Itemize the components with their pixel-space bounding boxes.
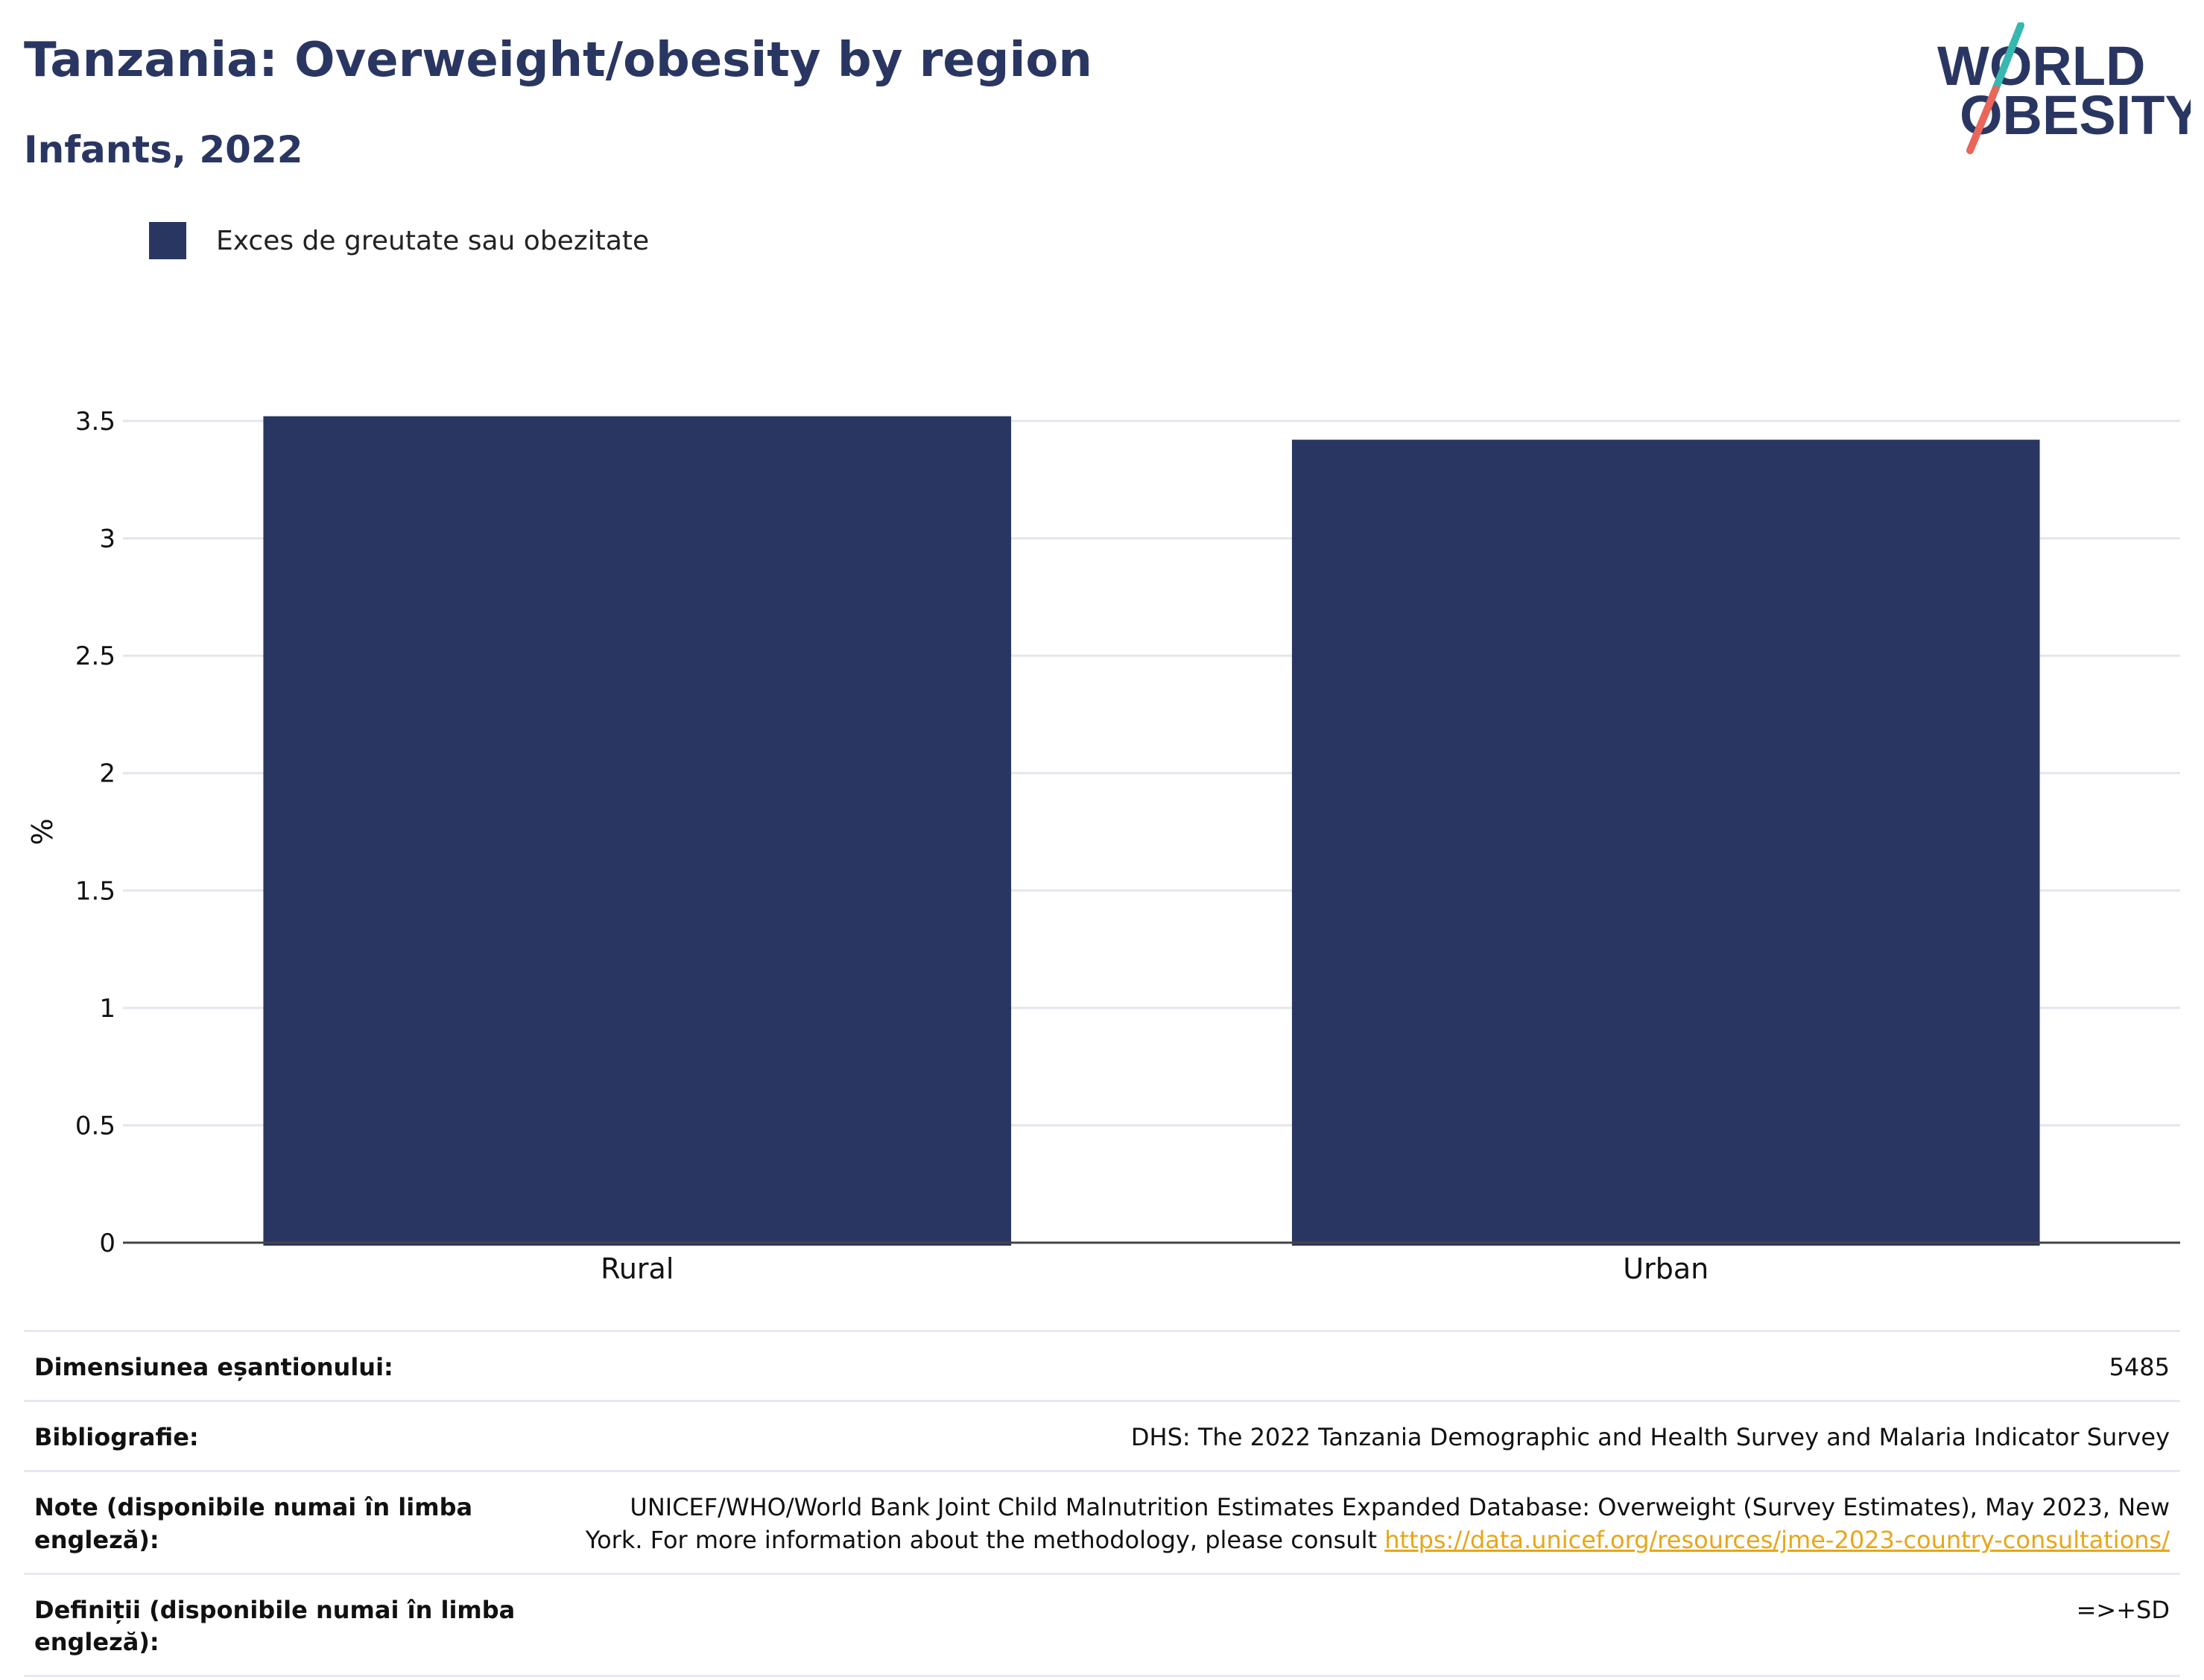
legend-swatch: [149, 222, 186, 259]
methodology-link[interactable]: https://data.unicef.org/resources/jme-20…: [1384, 1525, 2170, 1554]
y-tick-label: 2.5: [75, 641, 115, 671]
x-tick-label: Rural: [601, 1252, 674, 1285]
info-row-notes: Note (disponibile numai în limba engleză…: [24, 1470, 2180, 1574]
logo-slash-coral: [1966, 86, 1999, 154]
x-tick-label: Urban: [1623, 1252, 1709, 1285]
y-tick-label: 2: [99, 759, 115, 789]
info-row-definitions: Definiții (disponibile numai în limba en…: [24, 1572, 2180, 1678]
y-tick-label: 0: [99, 1229, 115, 1258]
logo-word-obesity: OBESITY: [1960, 84, 2191, 146]
y-tick-label: 1.5: [75, 876, 115, 906]
y-axis-label: %: [26, 818, 59, 845]
y-tick-label: 0.5: [75, 1111, 115, 1141]
logo-word-world: WORLD: [1937, 35, 2146, 97]
bar-urban: [1291, 440, 2040, 1246]
info-key: Definiții (disponibile numai în limba en…: [24, 1572, 566, 1678]
logo-slash-teal: [1992, 22, 2024, 93]
info-row-bibliography: Bibliografie: DHS: The 2022 Tanzania Dem…: [24, 1400, 2180, 1471]
bar-rural: [263, 416, 1012, 1246]
y-tick-label: 1: [99, 994, 115, 1024]
bar-chart: 0 0.5 1 1.5 2 2.5 3 3.5 Rural Urban%: [26, 407, 2180, 1285]
chart-subtitle: Infants, 2022: [24, 128, 303, 171]
y-tick-label: 3.5: [75, 407, 115, 437]
legend-label: Exces de greutate sau obezitate: [216, 225, 650, 256]
info-key: Bibliografie:: [24, 1400, 566, 1471]
info-table: Dimensiunea eșantionului: 5485 Bibliogra…: [24, 1329, 2180, 1678]
info-key: Note (disponibile numai în limba engleză…: [24, 1470, 566, 1574]
world-obesity-logo: WORLD OBESITY: [1937, 22, 2191, 154]
notes-text: UNICEF/WHO/World Bank Joint Child Malnut…: [585, 1493, 2170, 1554]
chart-title: Tanzania: Overweight/obesity by region: [24, 33, 1092, 88]
info-key: Dimensiunea eșantionului:: [24, 1329, 566, 1401]
info-value-notes: UNICEF/WHO/World Bank Joint Child Malnut…: [566, 1470, 2180, 1574]
info-value: =>+SD: [566, 1572, 2180, 1678]
legend: Exces de greutate sau obezitate: [149, 222, 649, 259]
y-tick-label: 3: [99, 524, 115, 554]
info-value: 5485: [566, 1329, 2180, 1401]
info-row-sample-size: Dimensiunea eșantionului: 5485: [24, 1329, 2180, 1401]
info-value: DHS: The 2022 Tanzania Demographic and H…: [566, 1400, 2180, 1471]
